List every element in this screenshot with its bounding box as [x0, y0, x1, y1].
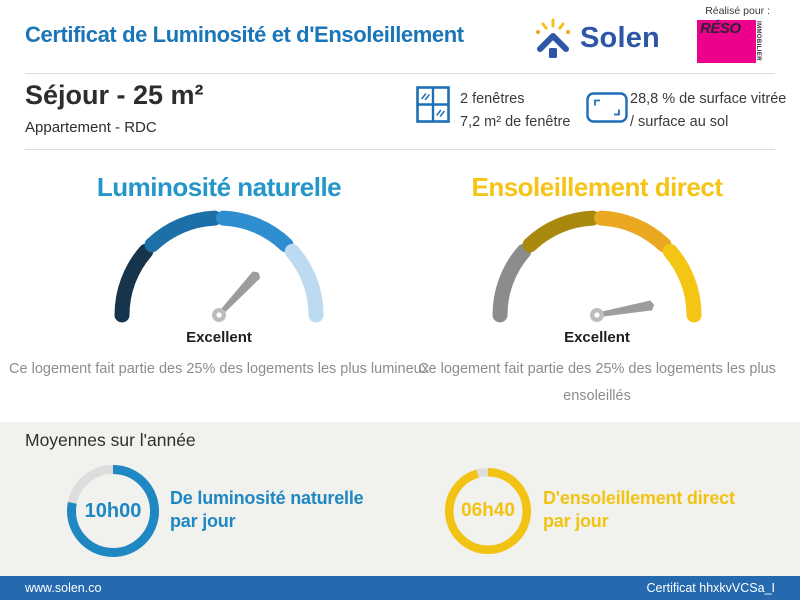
- window-icon: [416, 86, 450, 123]
- partner-logo-box: [697, 20, 756, 63]
- partner-logo: RÉSO IMMOBILIER: [697, 20, 761, 63]
- solen-wordmark: Solen: [580, 21, 660, 54]
- glazing-ratio-info: 28,8 % de surface vitrée / surface au so…: [630, 88, 786, 134]
- sunlight-ring: [445, 468, 531, 554]
- footer-website: www.solen.co: [25, 581, 102, 595]
- luminosity-panel: Luminosité naturelle Excellent Ce logeme…: [9, 172, 429, 422]
- realise-pour-label: Réalisé pour :: [705, 5, 770, 17]
- sunlight-title: Ensoleillement direct: [471, 172, 723, 202]
- footer-bar: www.solen.co Certificat hhxkvVCSa_I: [0, 576, 800, 600]
- luminosity-gauge: [114, 210, 324, 323]
- surface-icon: [586, 92, 628, 123]
- solen-house-icon: [536, 18, 570, 58]
- averages-title: Moyennes sur l'année: [25, 430, 196, 450]
- footer-certificate-id: Certificat hhxkvVCSa_I: [646, 581, 775, 595]
- page-title: Certificat de Luminosité et d'Ensoleille…: [25, 22, 464, 47]
- sunlight-gauge: [492, 210, 702, 323]
- glazing-ratio-line2: / surface au sol: [630, 114, 729, 130]
- sunlight-panel: Ensoleillement direct Excellent Ce logem…: [397, 172, 797, 422]
- sunlight-description: Ce logement fait partie des 25% des loge…: [418, 361, 776, 404]
- sunlight-hours: 06h40: [461, 500, 515, 521]
- solen-logo: Solen: [533, 16, 660, 60]
- room-title: Séjour - 25 m²: [25, 80, 204, 110]
- luminosity-hours-label: De luminosité naturelle par jour: [170, 487, 364, 533]
- luminosity-ring: [67, 465, 159, 557]
- luminosity-description: Ce logement fait partie des 25% des loge…: [9, 361, 429, 377]
- sunlight-hours-line2: par jour: [543, 511, 609, 531]
- window-area: 7,2 m² de fenêtre: [460, 114, 571, 130]
- room-subtitle: Appartement - RDC: [25, 119, 157, 136]
- averages-section: Moyennes sur l'année 10h00 De luminosité…: [0, 422, 800, 576]
- luminosity-hours: 10h00: [84, 500, 142, 522]
- room-divider: [25, 149, 775, 150]
- window-info: 2 fenêtres 7,2 m² de fenêtre: [460, 88, 570, 134]
- luminosity-hours-line1: De luminosité naturelle: [170, 488, 364, 508]
- sunlight-rating: Excellent: [564, 329, 630, 346]
- glazing-ratio-line1: 28,8 % de surface vitrée: [630, 91, 787, 107]
- luminosity-rating: Excellent: [186, 329, 252, 346]
- luminosity-title: Luminosité naturelle: [96, 172, 342, 202]
- sunlight-hours-label: D'ensoleillement direct par jour: [543, 487, 735, 533]
- luminosity-hours-line2: par jour: [170, 511, 236, 531]
- header-divider: [25, 73, 775, 74]
- partner-logo-name: RÉSO: [700, 20, 741, 37]
- partner-logo-sub: IMMOBILIER: [755, 21, 761, 61]
- sunlight-hours-line1: D'ensoleillement direct: [543, 488, 735, 508]
- window-count: 2 fenêtres: [460, 91, 525, 107]
